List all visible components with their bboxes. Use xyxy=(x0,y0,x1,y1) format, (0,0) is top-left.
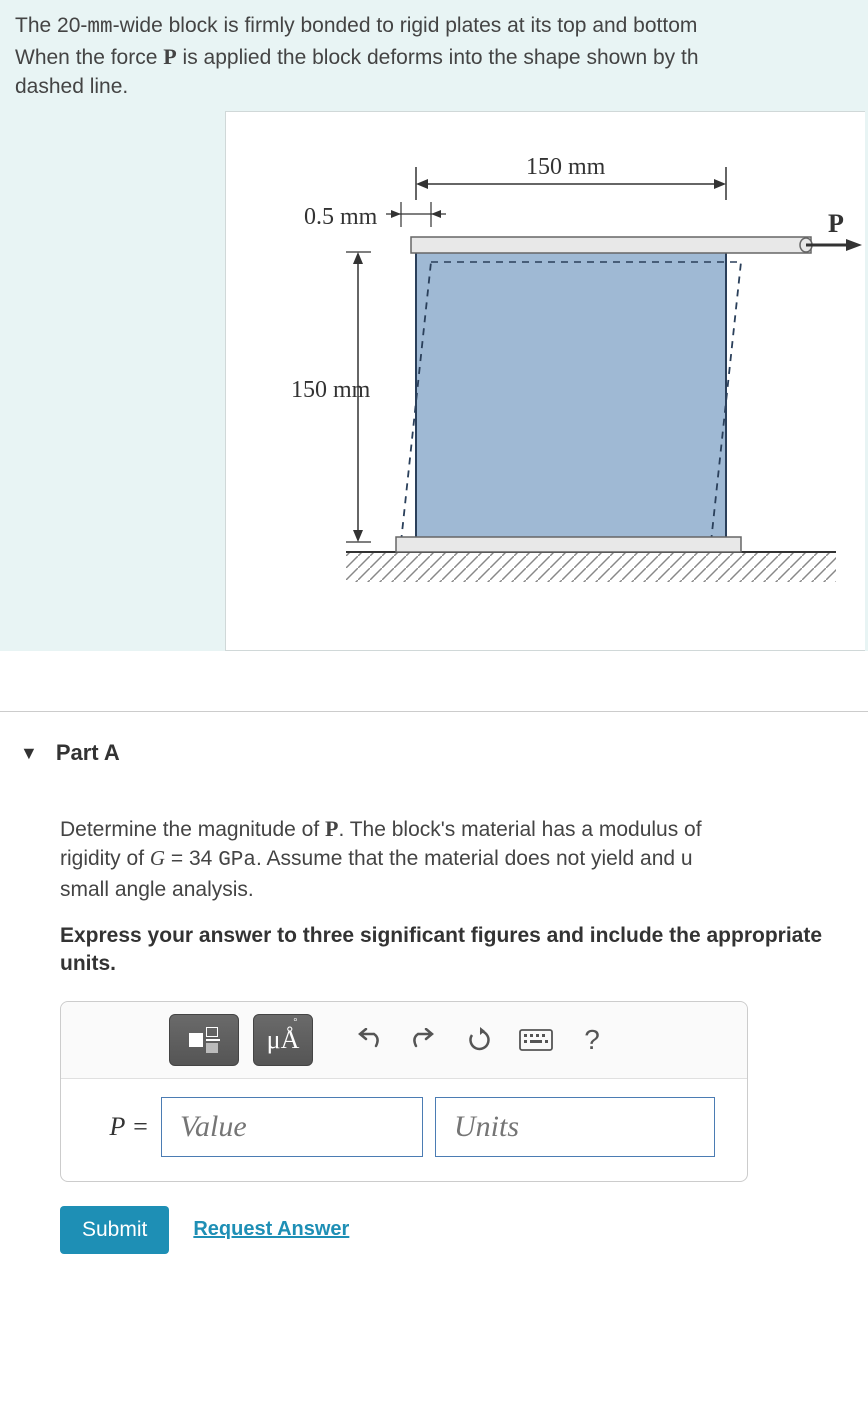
intro-P: P xyxy=(163,44,176,69)
units-input[interactable] xyxy=(435,1097,715,1157)
figure: P 150 mm 0.5 mm 150 mm xyxy=(225,111,865,651)
bottom-plate xyxy=(396,537,741,552)
submit-button[interactable]: Submit xyxy=(60,1206,169,1254)
offset-label: 0.5 mm xyxy=(304,204,378,230)
ground-hatch xyxy=(346,552,836,582)
height-label: 150 mm xyxy=(291,377,371,403)
intro-text-fragment: When the force xyxy=(15,46,163,69)
part-header[interactable]: ▼ Part A xyxy=(0,712,868,794)
help-button[interactable]: ? xyxy=(571,1014,613,1066)
intro-text-fragment: The 20- xyxy=(15,14,87,37)
var-label: P = xyxy=(79,1112,149,1142)
width-label: 150 mm xyxy=(526,154,606,180)
value-input[interactable] xyxy=(161,1097,423,1157)
q-fragment: . The block's material has a modulus of xyxy=(338,818,701,841)
mu-angstrom-icon: μÅ° xyxy=(267,1025,300,1055)
request-answer-link[interactable]: Request Answer xyxy=(193,1218,349,1241)
toolbar: μÅ° ? xyxy=(61,1002,747,1079)
intro-text-fragment: is applied the block deforms into the sh… xyxy=(177,46,699,69)
block xyxy=(416,252,726,542)
reset-button[interactable] xyxy=(459,1014,501,1066)
undo-button[interactable] xyxy=(347,1014,389,1066)
instruction: Express your answer to three significant… xyxy=(60,922,868,979)
problem-intro: The 20-mm-wide block is firmly bonded to… xyxy=(0,0,868,651)
undo-icon xyxy=(354,1028,382,1052)
spacer xyxy=(0,651,868,711)
redo-button[interactable] xyxy=(403,1014,445,1066)
collapse-icon: ▼ xyxy=(20,743,38,764)
intro-text: The 20-mm-wide block is firmly bonded to… xyxy=(15,12,868,101)
part-body: Determine the magnitude of P. The block'… xyxy=(0,794,868,1284)
fraction-icon xyxy=(189,1027,220,1053)
q-P: P xyxy=(325,816,338,841)
q-fragment: rigidity of xyxy=(60,847,150,870)
reset-icon xyxy=(467,1027,493,1053)
answer-box: μÅ° ? P = xyxy=(60,1001,748,1182)
intro-text-fragment: dashed line. xyxy=(15,75,128,98)
part-title: Part A xyxy=(56,740,120,766)
keyboard-icon xyxy=(519,1029,553,1051)
input-row: P = xyxy=(61,1079,747,1181)
force-label: P xyxy=(828,209,844,238)
q-unit: GPa xyxy=(218,849,256,872)
units-button[interactable]: μÅ° xyxy=(253,1014,313,1066)
intro-text-fragment: -wide block is firmly bonded to rigid pl… xyxy=(113,14,698,37)
actions: Submit Request Answer xyxy=(60,1206,868,1254)
q-fragment: . Assume that the material does not yiel… xyxy=(256,847,693,870)
q-fragment: small angle analysis. xyxy=(60,878,254,901)
redo-icon xyxy=(410,1028,438,1052)
q-fragment: = 34 xyxy=(165,847,218,870)
q-G: G xyxy=(150,846,165,870)
question-text: Determine the magnitude of P. The block'… xyxy=(60,814,868,904)
keyboard-button[interactable] xyxy=(515,1014,557,1066)
top-plate xyxy=(411,237,811,253)
intro-mm: mm xyxy=(87,16,112,39)
q-fragment: Determine the magnitude of xyxy=(60,818,325,841)
help-icon: ? xyxy=(584,1024,600,1056)
template-button[interactable] xyxy=(169,1014,239,1066)
